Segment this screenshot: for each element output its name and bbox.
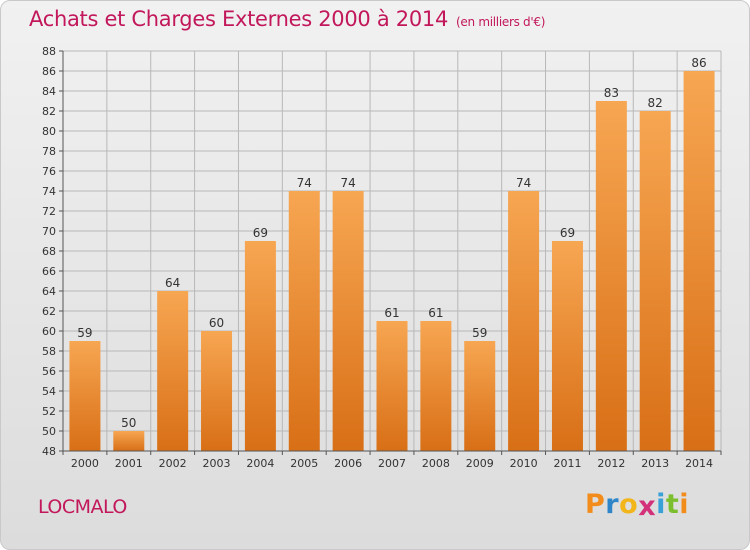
logo-letter: x: [638, 491, 657, 522]
x-tick-label: 2001: [115, 457, 143, 470]
logo-letter: i: [656, 489, 666, 520]
y-tick-label: 62: [42, 305, 56, 318]
proxiti-logo: Proxiti: [585, 489, 690, 522]
bar-value-label: 74: [297, 176, 312, 190]
chart-title-text: Achats et Charges Externes 2000 à 2014: [29, 7, 449, 31]
bar-value-label: 74: [516, 176, 531, 190]
bar-value-label: 69: [253, 226, 268, 240]
x-tick-label: 2012: [597, 457, 625, 470]
y-tick-label: 50: [42, 425, 56, 438]
bar-value-label: 59: [77, 326, 92, 340]
y-tick-label: 86: [42, 65, 56, 78]
bar: [508, 191, 540, 451]
x-tick-label: 2008: [422, 457, 450, 470]
y-tick-label: 88: [42, 45, 56, 58]
bar-value-label: 61: [428, 306, 443, 320]
bar-value-label: 59: [472, 326, 487, 340]
logo-letter: r: [605, 489, 620, 520]
logo-letter: P: [585, 489, 606, 520]
bar: [683, 71, 715, 451]
bar-value-label: 60: [209, 316, 224, 330]
bar: [157, 291, 189, 451]
x-tick-label: 2009: [466, 457, 494, 470]
bar-value-label: 61: [384, 306, 399, 320]
location-name: LOCMALO: [38, 496, 127, 518]
y-tick-label: 74: [42, 185, 56, 198]
y-tick-label: 48: [42, 445, 56, 458]
x-tick-label: 2000: [71, 457, 99, 470]
x-tick-label: 2013: [641, 457, 669, 470]
y-tick-label: 76: [42, 165, 56, 178]
bar-layer: 59 50 64 60 69 74 74 61 61 59 74 69 83 82 86: [69, 56, 715, 451]
bar-value-label: 86: [691, 56, 706, 70]
bar: [244, 241, 276, 451]
bar-value-label: 64: [165, 276, 180, 290]
x-tick-label: 2005: [290, 457, 318, 470]
y-tick-label: 78: [42, 145, 56, 158]
y-tick-label: 54: [42, 385, 56, 398]
bar: [376, 321, 408, 451]
y-tick-label: 58: [42, 345, 56, 358]
y-tick-label: 70: [42, 225, 56, 238]
x-tick-label: 2004: [246, 457, 274, 470]
x-tick-label: 2003: [203, 457, 231, 470]
bar-value-label: 50: [121, 416, 136, 430]
y-tick-label: 64: [42, 285, 56, 298]
bar: [551, 241, 583, 451]
x-tick-label: 2007: [378, 457, 406, 470]
y-tick-label: 52: [42, 405, 56, 418]
y-tick-label: 66: [42, 265, 56, 278]
x-tick-label: 2002: [159, 457, 187, 470]
x-tick-label: 2011: [553, 457, 581, 470]
chart-subtitle: (en milliers d'€): [456, 15, 546, 29]
logo-letter: i: [679, 489, 690, 520]
y-tick-label: 84: [42, 85, 56, 98]
bar: [464, 341, 496, 451]
y-tick-label: 72: [42, 205, 56, 218]
x-tick-label: 2010: [510, 457, 538, 470]
bar: [595, 101, 627, 451]
bar-value-label: 83: [604, 86, 619, 100]
bar: [288, 191, 320, 451]
x-tick-label: 2006: [334, 457, 362, 470]
y-tick-label: 80: [42, 125, 56, 138]
y-tick-label: 60: [42, 325, 56, 338]
logo-letter: t: [665, 489, 680, 520]
bar: [113, 431, 145, 451]
x-tick-label: 2014: [685, 457, 713, 470]
bar: [420, 321, 452, 451]
axis-layer: 48 50 52 54 56 58 60 62 64 66 68 70 72 74 76 78 80 82 84 86…: [42, 45, 722, 470]
y-tick-label: 68: [42, 245, 56, 258]
logo-letter: o: [619, 489, 639, 520]
chart-title: Achats et Charges Externes 2000 à 2014 (e…: [29, 7, 545, 31]
y-tick-label: 56: [42, 365, 56, 378]
bar: [332, 191, 364, 451]
bar: [201, 331, 233, 451]
bar-value-label: 74: [340, 176, 355, 190]
bar: [639, 111, 671, 451]
bar-value-label: 69: [560, 226, 575, 240]
y-tick-label: 82: [42, 105, 56, 118]
bar-value-label: 82: [648, 96, 663, 110]
bar: [69, 341, 101, 451]
